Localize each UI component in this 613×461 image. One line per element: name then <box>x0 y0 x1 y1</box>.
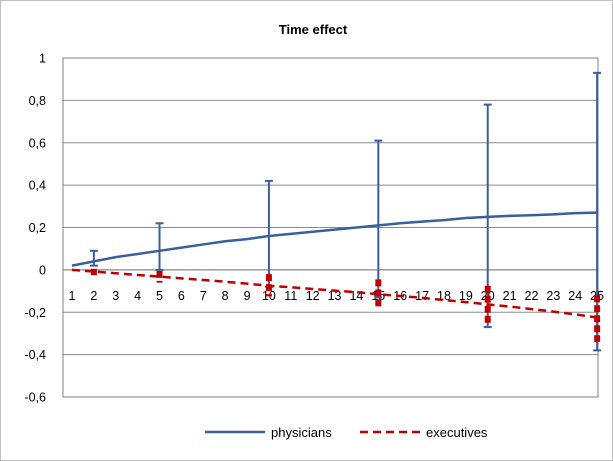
chart-title: Time effect <box>279 22 348 37</box>
legend-label-physicians: physicians <box>271 425 332 440</box>
x-tick-label: 22 <box>525 289 539 303</box>
legend-label-executives: executives <box>426 425 488 440</box>
x-tick-label: 17 <box>415 289 429 303</box>
x-tick-label: 11 <box>284 289 297 303</box>
x-tick-label: 9 <box>244 289 251 303</box>
x-tick-label: 21 <box>503 289 517 303</box>
gridlines <box>63 57 598 398</box>
y-tick-label: 0,4 <box>29 179 46 193</box>
x-tick-label: 13 <box>328 289 342 303</box>
series-physicians <box>71 71 602 352</box>
x-tick-label: 5 <box>156 289 163 303</box>
y-tick-label: -0,6 <box>24 391 46 405</box>
y-tick-label: 1 <box>39 52 46 66</box>
x-tick-label: 19 <box>459 289 473 303</box>
x-tick-label: 7 <box>200 289 207 303</box>
x-tick-label: 12 <box>306 289 320 303</box>
y-tick-label: 0 <box>39 263 46 277</box>
line-executives <box>71 268 598 319</box>
x-tick-label: 3 <box>112 289 119 303</box>
legend: physicians executives <box>205 425 488 440</box>
y-tick-label: 0,6 <box>29 136 46 150</box>
x-tick-label: 23 <box>546 289 560 303</box>
y-tick-label: 0,8 <box>29 94 46 108</box>
x-tick-label: 1 <box>69 289 76 303</box>
x-tick-label: 6 <box>178 289 185 303</box>
series-executives <box>71 268 601 342</box>
y-axis-tick-labels: 1 0,8 0,6 0,4 0,2 0 -0,2 -0,4 -0,6 <box>24 52 46 405</box>
x-tick-label: 2 <box>90 289 97 303</box>
y-tick-label: 0,2 <box>29 221 46 235</box>
line-physicians <box>71 211 598 267</box>
x-tick-label: 4 <box>134 289 141 303</box>
y-tick-label: -0,4 <box>24 348 46 362</box>
y-tick-label: -0,2 <box>24 306 46 320</box>
x-tick-label: 8 <box>222 289 229 303</box>
x-tick-label: 24 <box>568 289 582 303</box>
